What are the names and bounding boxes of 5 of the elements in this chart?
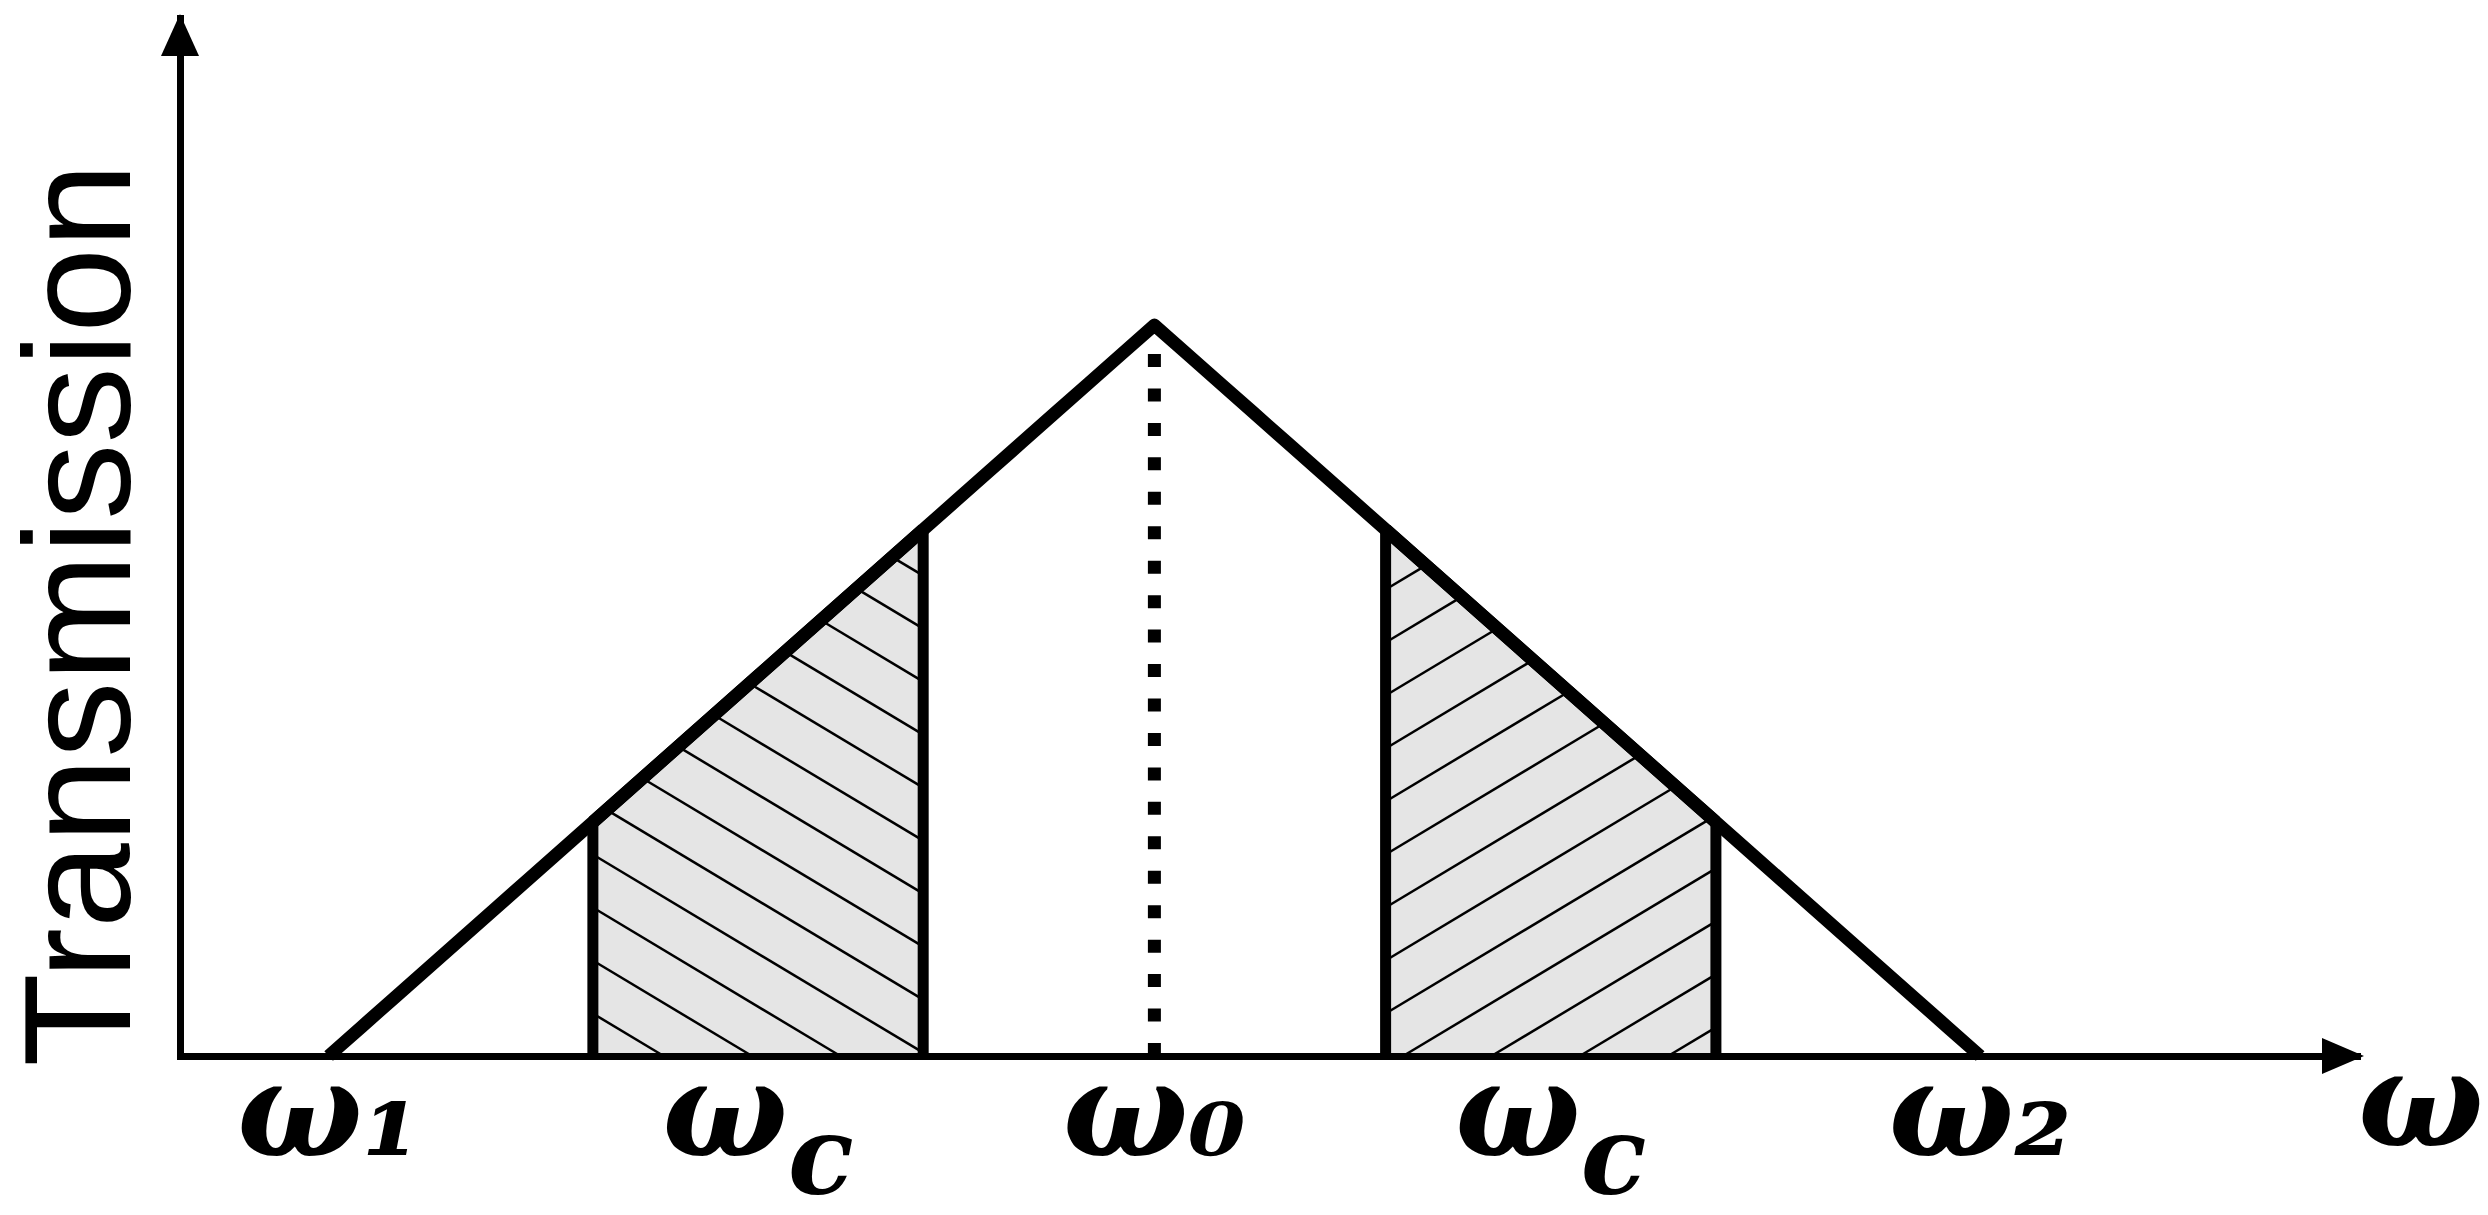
x-axis-title: ω bbox=[2358, 1022, 2484, 1177]
x-tick-label: ω₁ bbox=[236, 1032, 421, 1187]
x-tick-label: ω₀ bbox=[1062, 1032, 1247, 1187]
y-axis-title: Transmission bbox=[0, 162, 163, 1067]
x-tick-label: ω₂ bbox=[1888, 1032, 2072, 1187]
